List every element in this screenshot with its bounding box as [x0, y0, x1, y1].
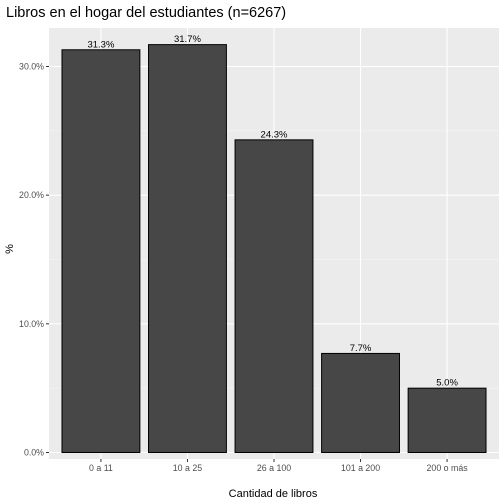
- y-tick-label: 30.0%: [19, 62, 44, 72]
- data-label: 31.3%: [87, 39, 114, 50]
- data-label: 7.7%: [350, 343, 372, 354]
- data-label: 5.0%: [436, 378, 458, 389]
- x-tick-label: 101 a 200: [341, 463, 380, 473]
- x-tick-label: 10 a 25: [173, 463, 202, 473]
- x-tick-label: 0 a 11: [89, 463, 113, 473]
- bar-2: [149, 45, 227, 453]
- x-axis-title: Cantidad de libros: [229, 488, 318, 500]
- x-tick-label: 26 a 100: [257, 463, 291, 473]
- data-label: 24.3%: [261, 129, 288, 140]
- y-axis-title: %: [4, 244, 16, 254]
- chart-title: Libros en el hogar del estudiantes (n=62…: [6, 5, 286, 21]
- bar-4: [322, 353, 400, 452]
- bar-3: [235, 140, 313, 453]
- bar-1: [62, 50, 140, 453]
- y-tick-label: 10.0%: [19, 319, 44, 329]
- y-tick-label: 20.0%: [19, 190, 44, 200]
- x-tick-label: 200 o más: [427, 463, 469, 473]
- bar-5: [408, 388, 486, 452]
- y-tick-label: 0.0%: [24, 448, 44, 458]
- data-label: 31.7%: [174, 34, 201, 45]
